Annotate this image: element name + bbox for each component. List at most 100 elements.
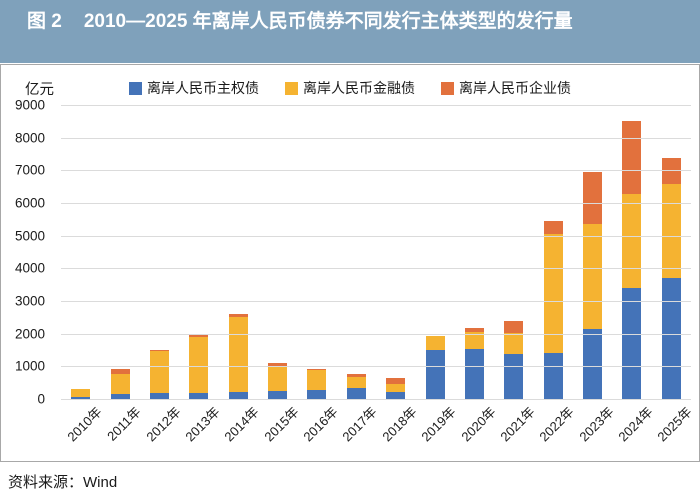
bar-segment-离岸人民币金融债: [268, 366, 288, 391]
bar-segment-离岸人民币主权债: [543, 353, 563, 399]
bar-segment-离岸人民币主权债: [622, 287, 642, 399]
x-tick-label: 2020年: [457, 404, 499, 445]
x-tick-label: 2023年: [576, 404, 617, 445]
bar-segment-离岸人民币金融债: [346, 376, 366, 389]
bar-segment-离岸人民币企业债: [228, 314, 248, 318]
bar-segment-离岸人民币主权债: [307, 389, 327, 399]
bar-segment-离岸人民币金融债: [661, 183, 681, 279]
y-tick-label: 5000: [14, 228, 45, 244]
bar-segment-离岸人民币主权债: [228, 391, 248, 399]
bar-segment-离岸人民币金融债: [622, 194, 642, 288]
legend-swatch-icon: [285, 81, 298, 95]
x-tick-label: 2025年: [654, 404, 696, 445]
bar-column-2011年: 2011年: [100, 105, 144, 444]
bar-segment-离岸人民币企业债: [504, 320, 524, 334]
x-tick-label: 2021年: [497, 404, 538, 445]
bar-segment-离岸人民币金融债: [189, 336, 209, 394]
legend-item-0: 离岸人民币主权债: [129, 78, 259, 98]
y-axis: 0 1000 2000 3000 4000 5000 6000 7000 8000 9000: [1, 98, 53, 407]
bar-segment-离岸人民币金融债: [71, 389, 91, 397]
x-tick-label: 2012年: [142, 404, 184, 445]
x-tick-label: 2014年: [221, 404, 262, 445]
bar-segment-离岸人民币金融债: [110, 373, 130, 395]
bar-segment-离岸人民币金融债: [464, 332, 484, 350]
x-tick-label: 2010年: [64, 404, 105, 445]
bar-column-2018年: 2018年: [376, 105, 419, 444]
bar-segment-离岸人民币企业债: [622, 121, 642, 195]
legend-item-1: 离岸人民币金融债: [285, 78, 415, 98]
bar-column-2024年: 2024年: [612, 105, 656, 444]
figure-title: 2010—2025 年离岸人民币债券不同发行主体类型的发行量: [83, 11, 573, 32]
bar-segment-离岸人民币主权债: [268, 390, 288, 399]
y-tick-label: 8000: [14, 130, 45, 146]
bar-segment-离岸人民币主权债: [583, 328, 603, 399]
y-tick-label: 4000: [14, 260, 45, 276]
gridline: [61, 203, 691, 204]
y-tick-label: 1000: [14, 358, 45, 374]
gridline: [61, 301, 691, 302]
bar-segment-离岸人民币企业债: [543, 221, 563, 235]
y-tick-label: 3000: [14, 293, 45, 309]
bar-segment-离岸人民币金融债: [149, 351, 169, 394]
figure-title-bar: 图 2 2010—2025 年离岸人民币债券不同发行主体类型的发行量: [0, 0, 700, 63]
y-tick-label: 2000: [14, 326, 45, 342]
bar-segment-离岸人民币金融债: [504, 333, 524, 355]
bar-segment-离岸人民币金融债: [307, 370, 327, 390]
x-tick-label: 2017年: [339, 404, 381, 445]
gridline: [61, 366, 691, 368]
bar-column-2012年: 2012年: [140, 105, 183, 444]
bar-segment-离岸人民币金融债: [425, 335, 445, 351]
bar-segment-离岸人民币金融债: [386, 383, 406, 392]
bar-segment-离岸人民币主权债: [661, 278, 681, 399]
bar-column-2017年: 2017年: [337, 105, 380, 444]
bar-segment-离岸人民币企业债: [307, 368, 327, 371]
chart-area: 亿元 离岸人民币主权债 离岸人民币金融债 离岸人民币企业债 0 1000 2000 300…: [0, 64, 700, 462]
bar-segment-离岸人民币主权债: [346, 388, 366, 399]
gridline: [61, 235, 691, 237]
legend-item-2: 离岸人民币企业债: [441, 78, 571, 98]
bar-segment-离岸人民币企业债: [464, 328, 484, 333]
bar-segment-离岸人民币主权债: [71, 396, 91, 399]
source-note: 资料来源：Wind: [8, 474, 118, 491]
bar-segment-离岸人民币主权债: [110, 394, 130, 399]
x-tick-label: 2022年: [536, 404, 577, 445]
x-tick-label: 2018年: [379, 404, 420, 445]
x-tick-label: 2019年: [418, 404, 459, 445]
bars-container: 2010年 2011年 2012年 2013年 2014年 2015年 2016年 2017年…: [61, 105, 695, 444]
gridline: [61, 105, 691, 106]
x-tick-label: 2013年: [182, 404, 223, 445]
gridline: [61, 399, 691, 400]
figure-number: 图 2: [27, 11, 62, 32]
bar-column-2023年: 2023年: [573, 105, 616, 444]
bar-segment-离岸人民币主权债: [189, 393, 209, 399]
bar-segment-离岸人民币主权债: [386, 391, 406, 399]
gridline: [61, 333, 691, 335]
bar-segment-离岸人民币金融债: [228, 317, 248, 392]
bar-segment-离岸人民币金融债: [543, 234, 563, 354]
bar-segment-离岸人民币主权债: [504, 354, 524, 399]
bar-segment-离岸人民币主权债: [425, 350, 445, 399]
y-tick-label: 9000: [14, 97, 45, 113]
bar-segment-离岸人民币企业债: [110, 369, 130, 374]
bar-column-2015年: 2015年: [258, 105, 301, 444]
y-tick-label: 0: [37, 391, 45, 407]
gridline: [61, 268, 691, 270]
x-tick-label: 2015年: [261, 404, 302, 445]
legend-label: 离岸人民币金融债: [303, 80, 415, 96]
legend-swatch-icon: [129, 81, 142, 95]
bar-column-2016年: 2016年: [297, 105, 341, 444]
bar-segment-离岸人民币金融债: [583, 223, 603, 329]
gridline: [61, 170, 691, 172]
bar-column-2022年: 2022年: [534, 105, 577, 444]
bar-segment-离岸人民币企业债: [583, 171, 603, 224]
bar-segment-离岸人民币企业债: [386, 378, 406, 384]
bar-column-2020年: 2020年: [455, 105, 498, 444]
chart-legend: 离岸人民币主权债 离岸人民币金融债 离岸人民币企业债: [1, 78, 699, 98]
legend-swatch-icon: [441, 81, 454, 95]
bar-column-2010年: 2010年: [61, 105, 104, 444]
bar-segment-离岸人民币企业债: [268, 363, 288, 367]
x-tick-label: 2016年: [300, 404, 341, 445]
bar-segment-离岸人民币企业债: [346, 373, 366, 377]
bar-column-2019年: 2019年: [415, 105, 459, 444]
